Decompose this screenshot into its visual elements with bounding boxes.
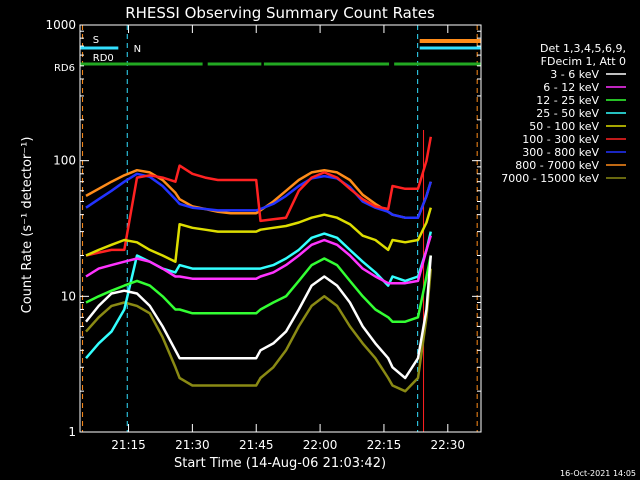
- footer-timestamp: 16-Oct-2021 14:05: [560, 469, 636, 478]
- y-tick-label: 1: [68, 425, 76, 439]
- y-tick-label: 1000: [45, 18, 76, 32]
- x-axis-label: Start Time (14-Aug-06 21:03:42): [174, 456, 386, 471]
- plot-area: S N RD0 RD6 21:15 21:30 21:45 22:00 22:15 22:30 1 1…: [45, 18, 482, 452]
- y-axis-label: Count Rate (s⁻¹ detector⁻¹): [20, 137, 35, 314]
- legend-label: 25 - 50 keV: [536, 107, 599, 120]
- series-line: [85, 136, 433, 257]
- legend-label: 6 - 12 keV: [543, 81, 599, 94]
- flag-label: S: [93, 35, 99, 46]
- series-line: [85, 268, 433, 393]
- y-tick-label: 100: [53, 154, 76, 168]
- legend: Det 1,3,4,5,6,9,FDecim 1, Att 03 - 6 keV…: [501, 42, 626, 185]
- legend-label: 12 - 25 keV: [536, 94, 599, 107]
- axes-frame: [79, 24, 482, 433]
- flag-label: N: [134, 44, 141, 55]
- chart-title: RHESSI Observing Summary Count Rates: [125, 4, 435, 22]
- x-tick-label: 21:30: [175, 438, 210, 452]
- legend-header: FDecim 1, Att 0: [541, 55, 626, 68]
- legend-label: 7000 - 15000 keV: [501, 172, 599, 185]
- x-tick-label: 22:00: [303, 438, 338, 452]
- series-line: [85, 255, 433, 323]
- flag-label: RD6: [54, 63, 75, 74]
- legend-label: 800 - 7000 keV: [515, 159, 599, 172]
- x-tick-label: 22:15: [367, 438, 402, 452]
- series-line: [85, 235, 432, 285]
- series-line: [85, 207, 433, 263]
- y-tick-label: 10: [61, 289, 76, 303]
- flag-label: RD0: [93, 53, 114, 64]
- x-tick-label: 21:15: [111, 438, 146, 452]
- legend-label: 50 - 100 keV: [529, 120, 599, 133]
- x-tick-label: 22:30: [430, 438, 465, 452]
- x-tick-label: 21:45: [239, 438, 274, 452]
- legend-header: Det 1,3,4,5,6,9,: [540, 42, 626, 55]
- legend-label: 300 - 800 keV: [522, 146, 599, 159]
- series-line: [85, 255, 433, 380]
- legend-label: 100 - 300 keV: [522, 133, 599, 146]
- legend-label: 3 - 6 keV: [550, 68, 599, 81]
